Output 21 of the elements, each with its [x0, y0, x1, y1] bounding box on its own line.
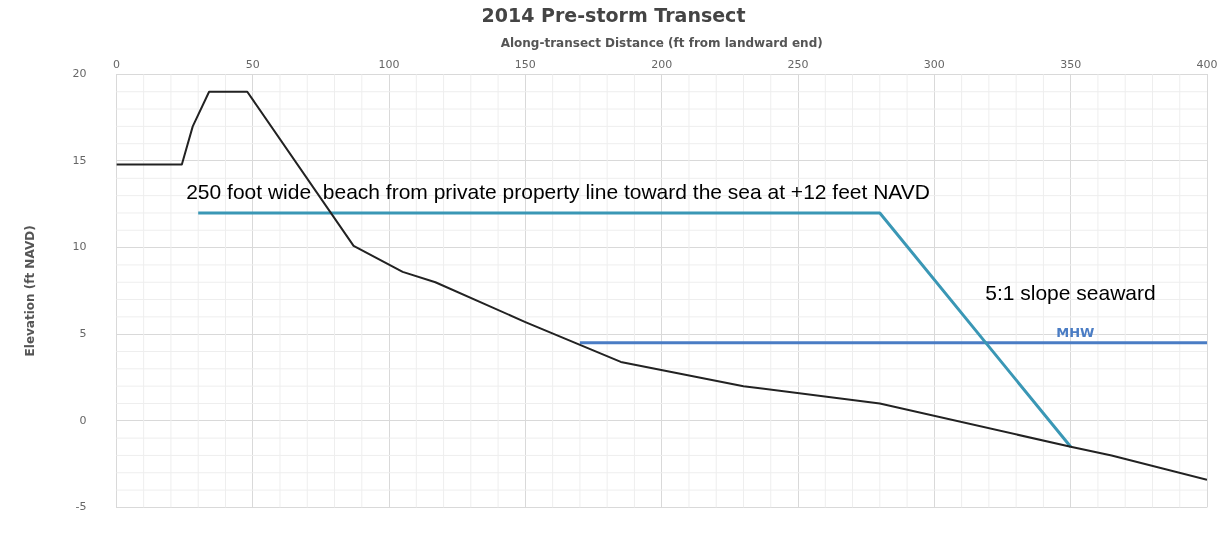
x-axis-title: Along-transect Distance (ft from landward end) — [500, 36, 823, 51]
x-tick-label: 400 — [1196, 57, 1218, 71]
x-tick-label: 300 — [923, 57, 945, 71]
y-tick-label: 20 — [72, 67, 87, 81]
x-tick-label: 350 — [1060, 57, 1082, 71]
x-tick-label: 100 — [378, 57, 400, 71]
x-tick-label: 150 — [514, 57, 536, 71]
series-label: MHW — [1056, 324, 1095, 340]
y-tick-label: 10 — [72, 240, 87, 254]
x-tick-label: 0 — [112, 57, 120, 71]
y-tick-label: 15 — [72, 153, 87, 167]
x-tick-label: 50 — [245, 57, 260, 71]
annotation: 250 foot wide beach from private property line toward the sea at +12 feet NAVD — [186, 179, 930, 203]
y-tick-label: -5 — [75, 500, 87, 514]
annotation: 5:1 slope seaward — [985, 280, 1156, 304]
x-tick-label: 200 — [651, 57, 673, 71]
y-tick-label: 5 — [79, 327, 87, 341]
y-tick-label: 0 — [79, 413, 87, 427]
chart-title: 2014 Pre-storm Transect — [481, 4, 746, 27]
x-tick-label: 250 — [787, 57, 809, 71]
y-axis-title: Elevation (ft NAVD) — [23, 225, 38, 357]
